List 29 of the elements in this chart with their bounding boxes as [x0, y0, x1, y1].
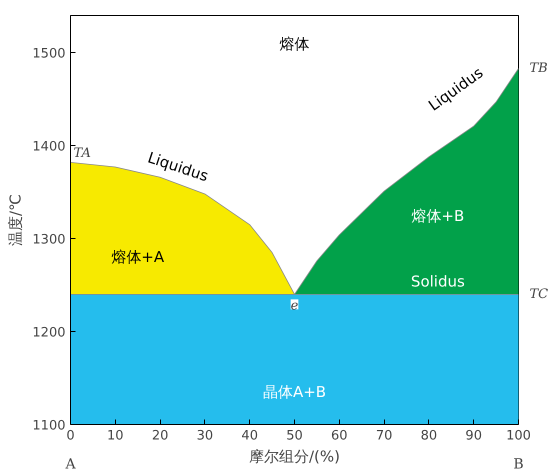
annotation: 晶体A+B [262, 382, 326, 401]
x-tick-label: 20 [152, 428, 168, 444]
y-tick-label: 1500 [32, 46, 66, 62]
x-tick-label: 10 [107, 428, 124, 444]
x-tick-label: 90 [465, 428, 482, 444]
x-tick-label: 0 [66, 428, 75, 444]
y-tick-label: 1200 [32, 326, 66, 341]
annotation: e [290, 298, 299, 314]
x-tick-label: 80 [420, 428, 438, 444]
y-tick-label: 1100 [32, 418, 66, 434]
y-tick-label: 1400 [32, 140, 66, 155]
annotation: TB [530, 60, 548, 76]
y-axis-title: 温度/℃ [6, 194, 24, 246]
x-tick-label: 30 [196, 428, 214, 444]
annotation: TC [530, 286, 548, 302]
annotation: Solidus [410, 272, 465, 290]
text: A [64, 456, 76, 472]
x-tick-label: 40 [241, 428, 258, 444]
x-tick-label: 70 [376, 428, 392, 444]
x-tick-label: 50 [286, 428, 303, 444]
annotation: 熔体+B [411, 206, 464, 225]
annotation: 熔体+A [111, 248, 165, 266]
x-tick-label: 60 [331, 428, 348, 444]
annotation: 熔体 [280, 35, 310, 54]
y-tick-label: 1300 [32, 232, 66, 248]
text: B [513, 456, 524, 472]
annotation: TA [74, 146, 91, 161]
x-tick-label: 100 [506, 428, 531, 444]
x-axis-title: 摩尔组分/(%) [248, 448, 340, 466]
